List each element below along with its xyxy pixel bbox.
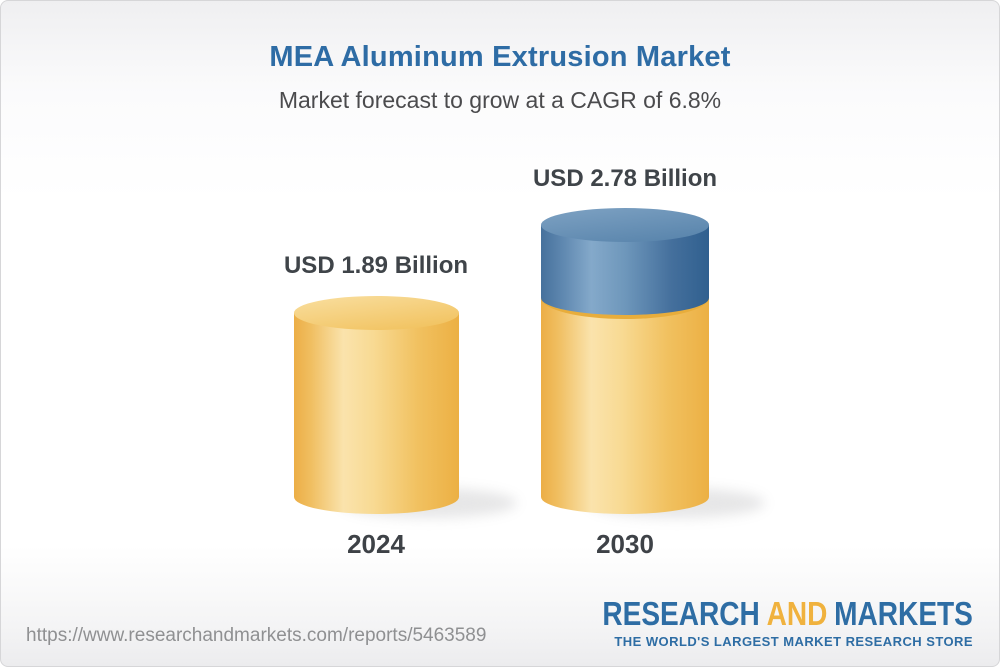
researchandmarkets-logo: RESEARCH AND MARKETS THE WORLD'S LARGEST…	[537, 597, 973, 649]
logo-word-markets: MARKETS	[834, 595, 973, 632]
chart-title: MEA Aluminum Extrusion Market	[269, 41, 731, 73]
value-label-2030: USD 2.78 Billion	[532, 165, 718, 192]
bar-2024-cylinder	[294, 296, 459, 514]
bar-2024-body	[294, 313, 459, 514]
bar-2030-cylinder	[541, 208, 709, 514]
bar-2030-blue-body	[541, 225, 709, 315]
value-label-2024: USD 1.89 Billion	[283, 252, 469, 279]
logo-word-research: RESEARCH	[602, 595, 760, 632]
logo-tagline: THE WORLD'S LARGEST MARKET RESEARCH STOR…	[614, 634, 973, 649]
chart-subtitle: Market forecast to grow at a CAGR of 6.8…	[278, 87, 722, 113]
bar-2030-gold-body	[541, 298, 709, 514]
logo-wordmark: RESEARCH AND MARKETS	[603, 597, 973, 630]
category-label-2024: 2024	[347, 529, 405, 559]
report-url: https://www.researchandmarkets.com/repor…	[26, 625, 487, 646]
bar-2030-top	[541, 208, 709, 242]
bar-2024-top	[294, 296, 459, 330]
category-label-2030: 2030	[596, 529, 654, 559]
logo-word-and: AND	[766, 595, 828, 632]
